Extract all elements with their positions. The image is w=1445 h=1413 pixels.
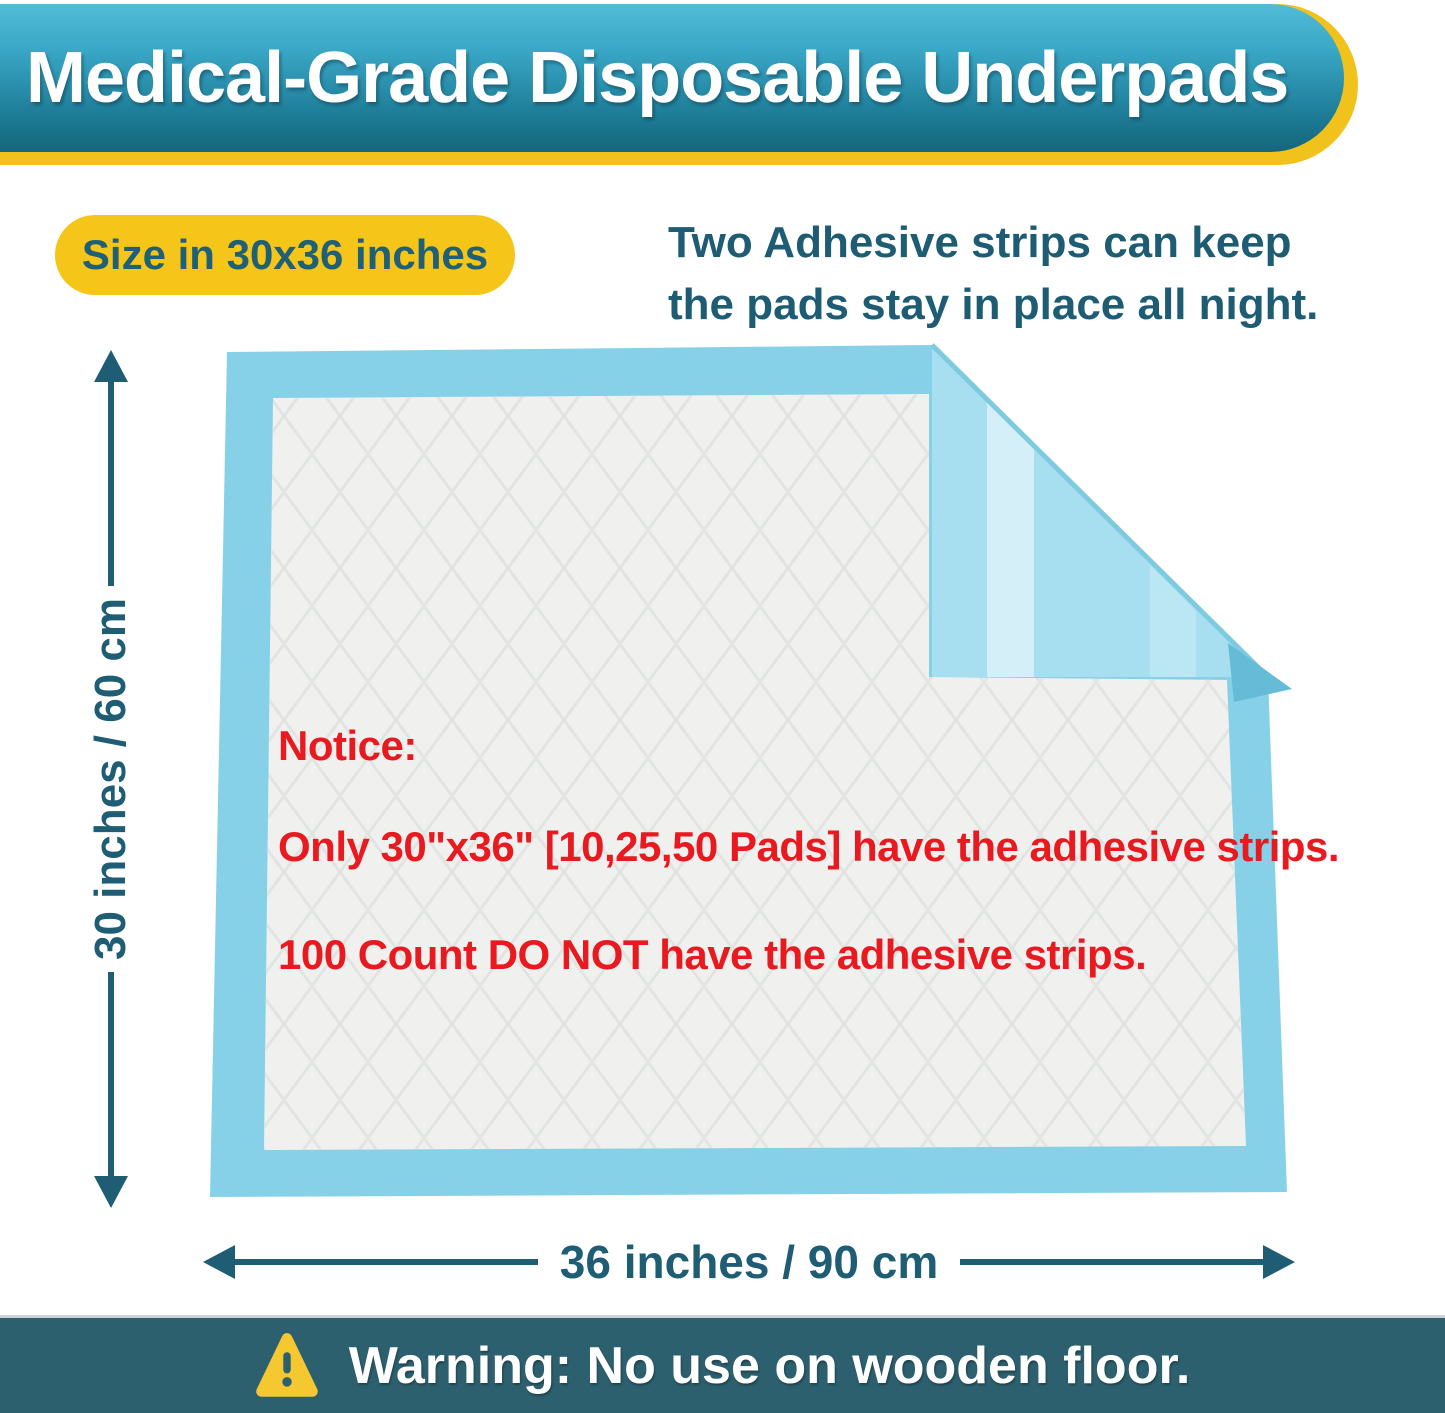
title-banner: Medical-Grade Disposable Underpads [0,4,1344,152]
size-badge-label: Size in 30x36 inches [81,231,489,278]
up-arrowhead-icon [94,350,128,382]
dimension-line [108,972,114,1176]
dimension-line [108,382,114,586]
notice-line2: 100 Count DO NOT have the adhesive strip… [278,931,1147,978]
adhesive-strip-highlight-2 [1150,565,1196,677]
fold-tip [1228,643,1292,702]
adhesive-note-line2: the pads stay in place all night. [668,280,1319,329]
left-arrowhead-icon [203,1245,235,1279]
adhesive-note: Two Adhesive strips can keep the pads st… [668,212,1318,336]
pad-quilt-pattern [264,394,1246,1150]
warning-triangle-icon [255,1332,318,1397]
right-arrowhead-icon [1263,1245,1296,1279]
dimension-line [960,1259,1264,1265]
warning-banner: Warning: No use on wooden floor. [0,1315,1445,1413]
adhesive-note-line1: Two Adhesive strips can keep [668,218,1292,267]
notice-heading: Notice: [278,722,417,769]
width-dimension-label: 36 inches / 90 cm [559,1236,939,1288]
fold-crease-edge [930,343,1270,679]
height-dimension: 30 inches / 60 cm [86,350,135,1208]
down-arrowhead-icon [94,1176,128,1208]
adhesive-strip-highlight [987,402,1034,677]
notice-block: Notice: Only 30"x36" [10,25,50 Pads] hav… [278,722,1340,979]
size-badge: Size in 30x36 inches [55,215,515,295]
width-dimension: 36 inches / 90 cm [203,1236,1296,1288]
notice-line1: Only 30"x36" [10,25,50 Pads] have the ad… [278,823,1340,870]
underpad-illustration [210,343,1292,1197]
warning-text: Warning: No use on wooden floor. [348,1336,1191,1395]
page-title: Medical-Grade Disposable Underpads [26,38,1289,118]
dimension-line [235,1259,538,1265]
title-banner-trim: Medical-Grade Disposable Underpads [0,4,1358,165]
height-dimension-label: 30 inches / 60 cm [86,598,135,960]
